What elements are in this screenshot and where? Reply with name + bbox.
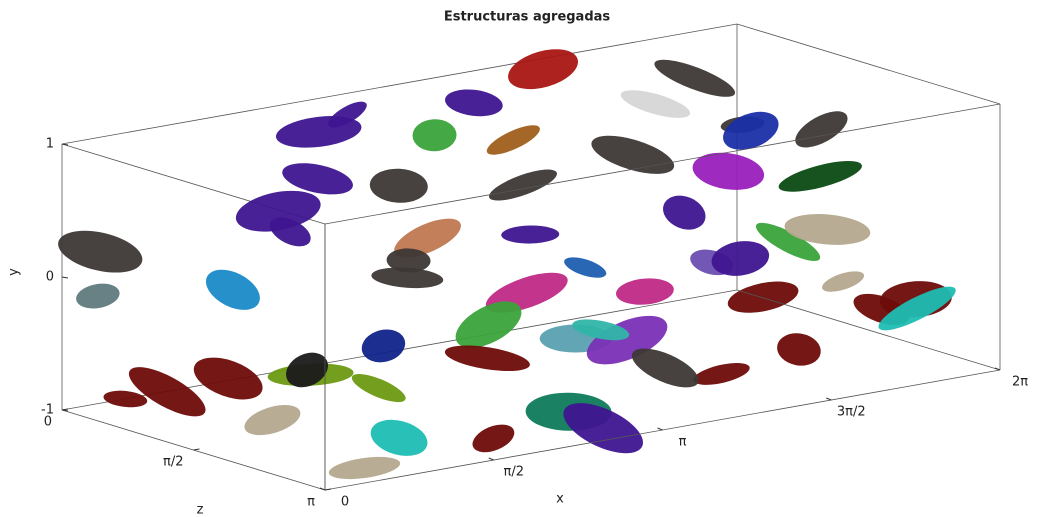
z-tick-label: π/2 [163,455,183,470]
x-tick-label: 2π [1012,375,1028,390]
x-tick-label: 3π/2 [837,405,866,420]
structure [820,267,867,296]
structure [658,190,711,236]
structure [443,341,531,376]
z-tick-label: π [307,495,315,510]
structure [690,148,766,194]
structure [369,167,429,204]
x-axis-label: x [556,492,564,507]
structure [776,155,865,199]
box-edge [737,24,1000,104]
x-tick-label: π [679,435,687,450]
x-tick [826,398,831,400]
structure [54,223,146,279]
z-tick-label: 0 [44,415,52,430]
y-tick [62,277,68,278]
structure [562,253,609,282]
x-tick [658,428,663,430]
structure [280,346,334,394]
structure [501,225,559,244]
structure [718,105,784,158]
z-tick [194,449,200,450]
structure [587,128,678,182]
z-tick [325,489,331,490]
structure [199,261,266,318]
structure [469,419,519,458]
structure [486,163,560,206]
z-axis-label: z [197,503,204,517]
structure [503,42,582,96]
structure [483,120,543,161]
z-tick [62,409,68,410]
structure [725,276,801,318]
structure [241,399,304,441]
structure [74,280,121,311]
structure [367,414,432,462]
box-edge [62,24,737,144]
structure [349,368,409,407]
y-tick-label: 0 [46,270,54,285]
y-tick-label: 1 [46,137,54,152]
y-tick [62,144,68,145]
structure [618,85,693,124]
x-tick-label: 0 [341,495,349,510]
chart-title: Estructuras agregadas [444,10,611,25]
structure [691,359,752,390]
x-tick-label: π/2 [504,465,524,480]
structure [358,325,408,367]
structure [790,104,853,155]
structure [412,118,457,152]
x-tick [489,458,494,460]
structure [775,330,824,369]
structure [443,86,504,119]
chart: Estructuras agregadas x y z -1010π/2π0π/… [0,0,1040,517]
y-axis-label: y [7,268,22,276]
